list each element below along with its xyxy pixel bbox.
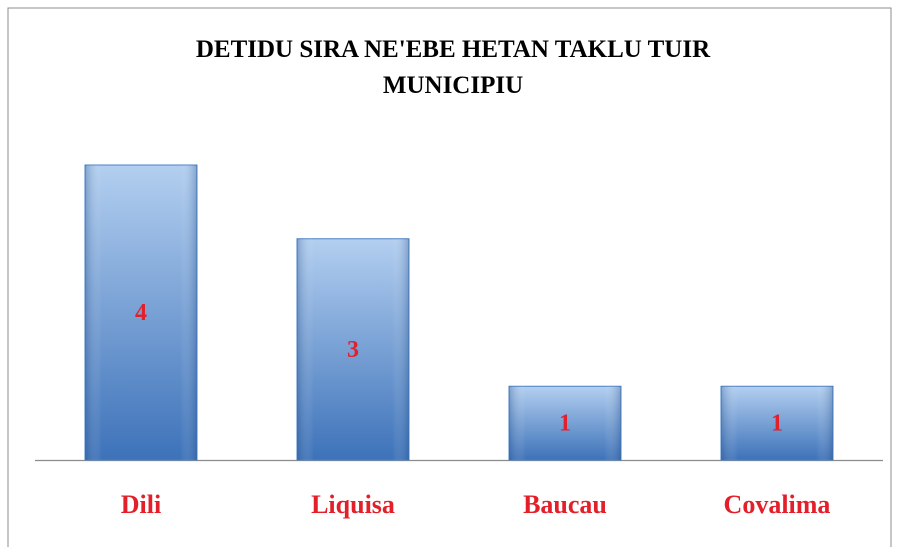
frame [7, 7, 892, 547]
x-tick-label: Dili [121, 490, 161, 519]
bar-shade [721, 386, 833, 460]
data-label: 4 [135, 300, 147, 326]
data-label: 1 [559, 411, 571, 437]
data-label: 1 [771, 411, 783, 437]
x-tick-label: Liquisa [311, 490, 395, 519]
chart-title: DETIDU SIRA NE'EBE HETAN TAKLU TUIR MUNI… [195, 36, 711, 99]
bar-shade [297, 238, 409, 460]
data-label: 3 [347, 337, 359, 363]
bar-shade [85, 165, 197, 460]
bar-shade [509, 386, 621, 460]
x-tick-label: Covalima [724, 490, 831, 519]
x-tick-label: Baucau [523, 490, 607, 519]
